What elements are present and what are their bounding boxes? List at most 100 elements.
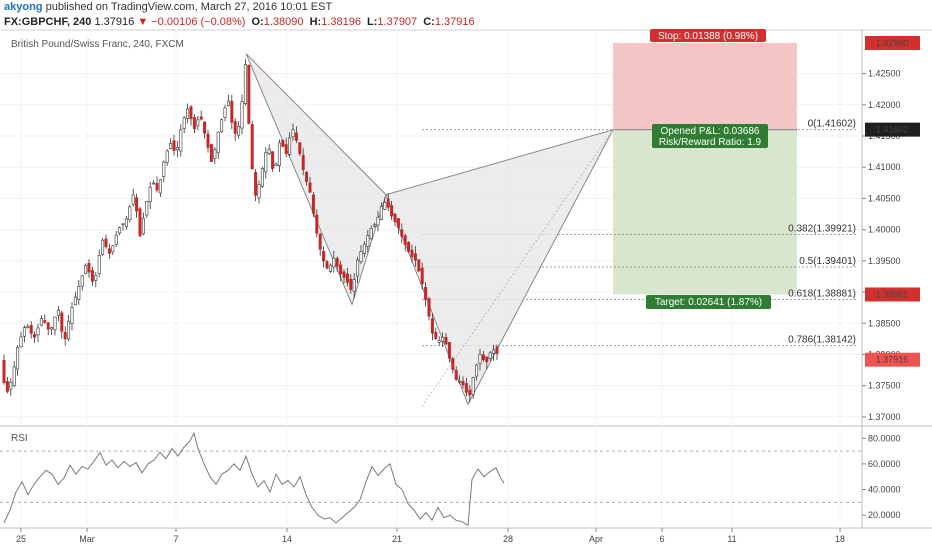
fib-retracement[interactable]: 0(1.41602) 0.382(1.39921) 0.5(1.39401) 0.61… — [422, 119, 857, 347]
publish-info: akyong published on TradingView.com, Mar… — [4, 1, 332, 13]
candle-body — [376, 216, 380, 226]
candle-body — [271, 151, 275, 169]
candle-body — [60, 312, 64, 332]
candle-body — [169, 143, 173, 149]
rsi-title: RSI — [11, 433, 28, 444]
time-tick-label: 14 — [282, 534, 292, 544]
candle-body — [454, 370, 458, 380]
candle-body — [230, 100, 234, 123]
candle-body — [162, 161, 166, 177]
open-label: O: — [251, 16, 264, 28]
candle-body — [80, 275, 84, 287]
time-tick-label: 11 — [727, 534, 736, 544]
candle-body — [349, 278, 353, 290]
candle-body — [90, 270, 94, 282]
price-tick-label: 1.37500 — [868, 381, 901, 391]
candle-body — [172, 140, 176, 151]
candle-body — [237, 126, 241, 136]
price-tag-box — [865, 287, 920, 302]
candle-body — [315, 214, 319, 234]
candle-body — [199, 116, 203, 120]
candle-body — [250, 124, 254, 170]
price-axis[interactable]: 1.425001.420001.415001.410001.405001.400… — [862, 35, 920, 422]
price-tag-text: 1.38961 — [876, 289, 909, 299]
candle-body — [288, 137, 292, 155]
stop-label: Stop: 0.01388 (0.98%) — [650, 29, 766, 42]
price-tag-text: 1.42990 — [876, 38, 909, 48]
symbol-label: FX:GBPCHF, 240 — [4, 16, 92, 28]
candle-body — [430, 318, 434, 334]
candle-body — [294, 132, 298, 141]
candle-body — [39, 318, 43, 326]
price-tick-label: 1.40500 — [868, 193, 901, 203]
candle-body — [400, 229, 404, 237]
candle-body — [281, 139, 285, 147]
candle-body — [63, 331, 67, 340]
candle-body — [118, 227, 122, 234]
open-value: 1.38090 — [263, 16, 304, 28]
candle-body — [451, 358, 455, 370]
author-link[interactable]: akyong — [4, 1, 43, 13]
candle-body — [441, 336, 445, 342]
candle-body — [9, 382, 13, 390]
candle-body — [131, 194, 135, 205]
candle-body — [410, 249, 414, 257]
candle-body — [94, 274, 98, 281]
candle-body — [70, 307, 74, 324]
candle-body — [475, 364, 479, 377]
candle-body — [413, 253, 417, 261]
candle-body — [393, 213, 397, 223]
candle-body — [158, 179, 162, 194]
candle-body — [121, 223, 125, 226]
candle-body — [2, 359, 6, 383]
candle-body — [165, 150, 169, 163]
candle-body — [189, 106, 193, 120]
candle-body — [264, 152, 268, 173]
candle-body — [458, 381, 462, 383]
candle-body — [5, 381, 9, 392]
candle-body — [226, 100, 230, 106]
candle-body — [267, 148, 271, 155]
fib-level-label: 0.618(1.38881) — [788, 288, 856, 299]
candle-body — [342, 271, 346, 278]
candle-body — [427, 298, 431, 317]
time-axis[interactable]: 25 Mar 7 14 21 28 Apr 6 11 18 — [16, 528, 845, 544]
candle-body — [26, 326, 30, 329]
candle-body — [437, 340, 441, 343]
candle-body — [311, 194, 315, 214]
price-tick-label: 1.42500 — [868, 69, 901, 79]
candle-body — [373, 224, 377, 227]
candle-body — [104, 238, 108, 248]
candle-body — [444, 336, 448, 345]
fib-level-label: 0.5(1.39401) — [799, 256, 856, 267]
candle-body — [386, 198, 390, 208]
target-label: Target: 0.02641 (1.87%) — [646, 295, 771, 309]
pattern-triangle-xab[interactable] — [245, 53, 387, 306]
candle-body — [332, 257, 336, 268]
time-tick-label: 28 — [503, 534, 513, 544]
price-tick-label: 1.42000 — [868, 100, 901, 110]
candle-body — [488, 352, 492, 359]
pnl-label-text: Opened P&L: 0.03686 — [661, 126, 760, 137]
fib-level-label: 0(1.41602) — [808, 119, 856, 130]
rsi-tick-label: 60.0000 — [868, 459, 901, 469]
candle-body — [77, 286, 81, 300]
rsi-tick-label: 40.0000 — [868, 485, 901, 495]
price-tag-text: 1.37916 — [876, 355, 909, 365]
low-label: L: — [367, 16, 378, 28]
candle-body — [335, 257, 339, 267]
candle-body — [352, 279, 356, 292]
stop-zone — [613, 42, 797, 130]
price-tag-box — [865, 122, 920, 137]
candle-body — [298, 142, 302, 155]
candle-body — [145, 201, 149, 216]
position-zones — [613, 42, 797, 295]
candle-body — [325, 261, 329, 269]
fib-level-label: 0.786(1.38142) — [788, 335, 856, 346]
candle-body — [471, 377, 475, 395]
rsi-line — [3, 431, 505, 527]
target-label-box — [646, 295, 771, 309]
high-label: H: — [309, 16, 322, 28]
